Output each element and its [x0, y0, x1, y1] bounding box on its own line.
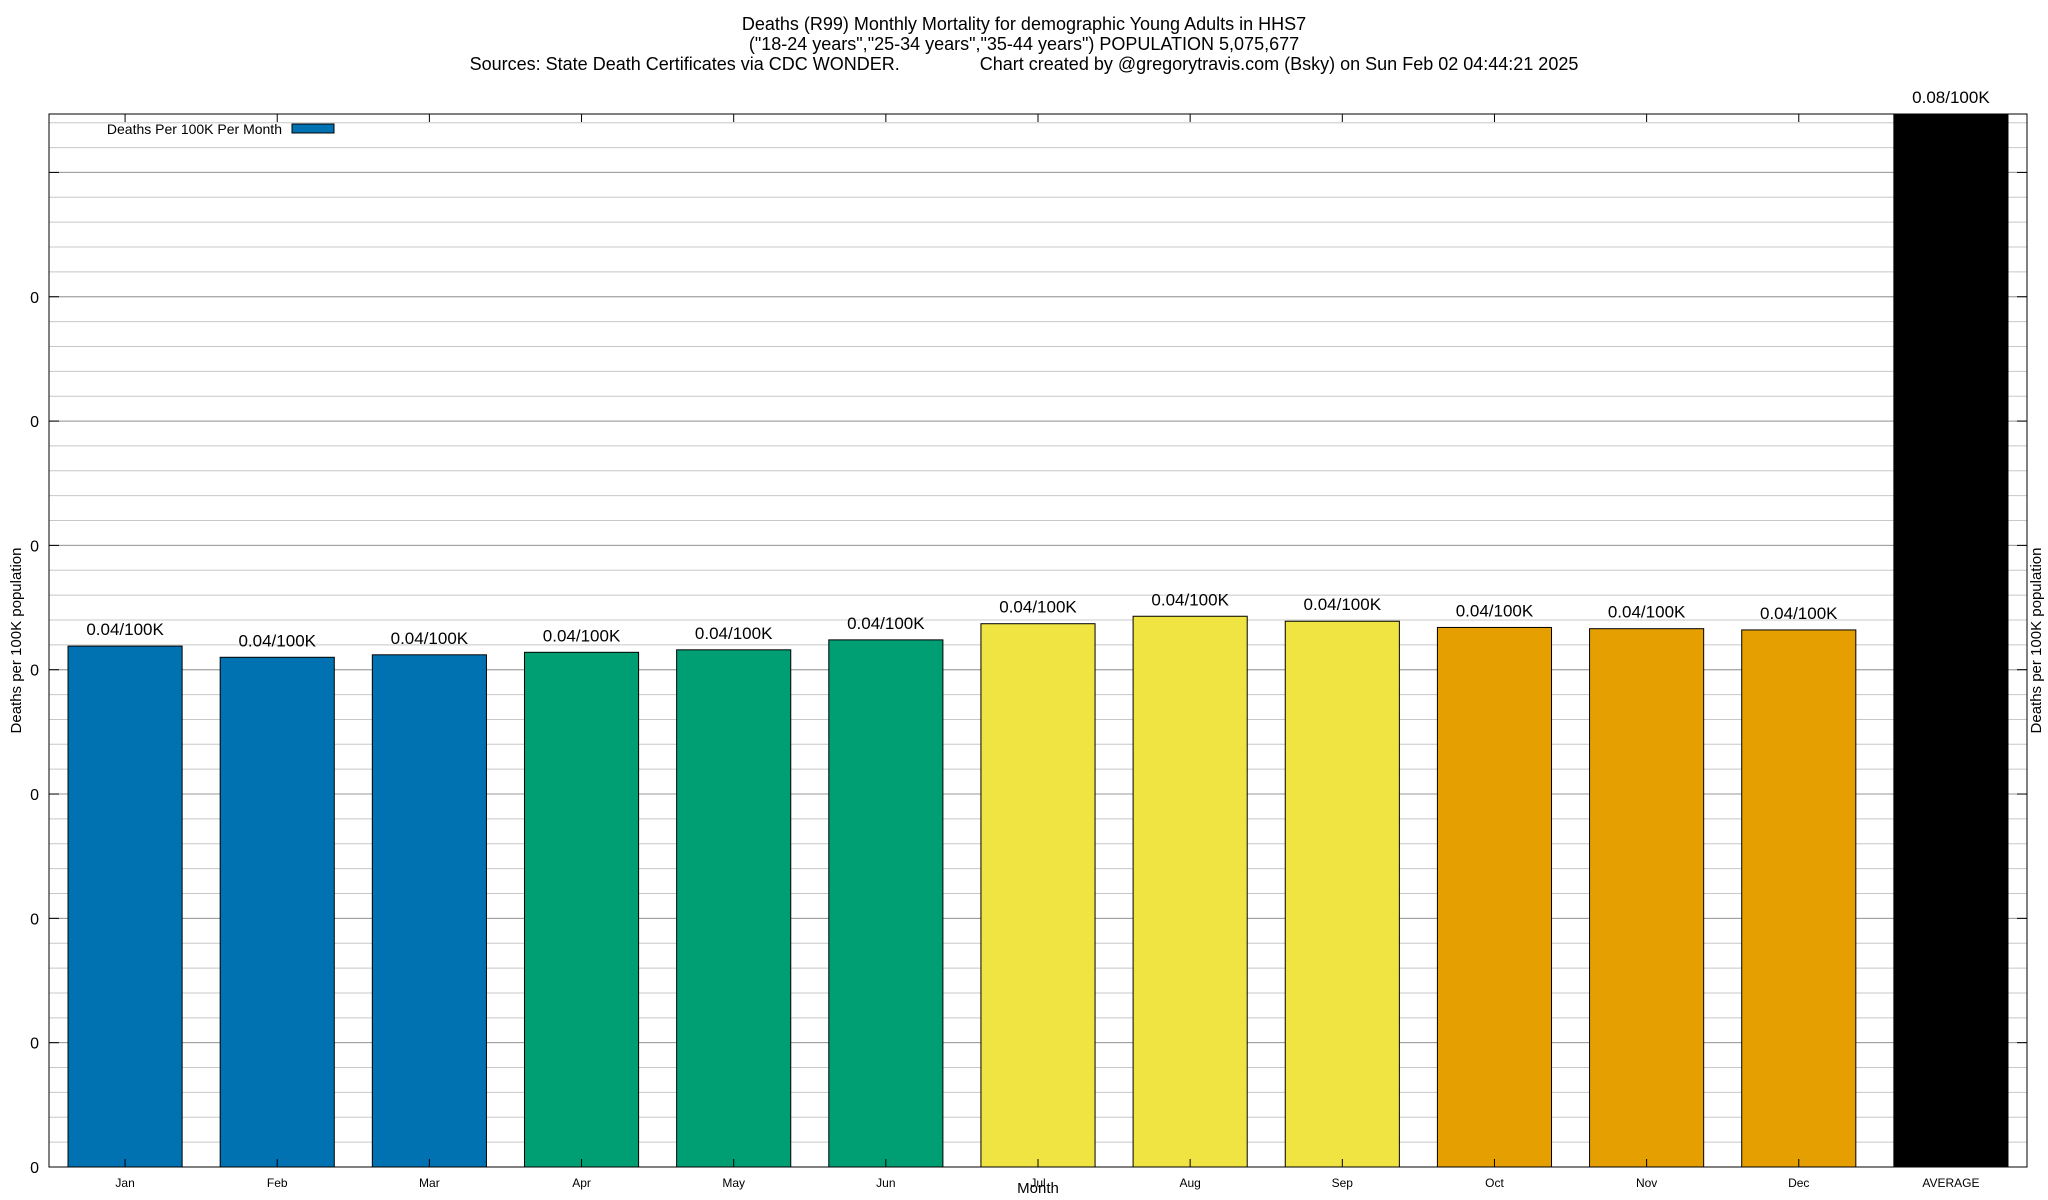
x-tick-label: Sep — [1332, 1176, 1354, 1190]
data-labels: 0.04/100K 0.04/100K 0.04/100K 0.04/100K 0.04… — [86, 88, 1990, 650]
bar-dec — [1741, 629, 1857, 1168]
bar-oct — [1436, 626, 1553, 1168]
y-tick-label: 0 — [30, 1036, 39, 1053]
data-label: 0.04/100K — [999, 598, 1077, 617]
data-label: 0.04/100K — [391, 629, 469, 648]
data-label: 0.04/100K — [86, 620, 164, 639]
x-tick-label: Jun — [876, 1176, 895, 1190]
data-label: 0.04/100K — [1760, 604, 1838, 623]
x-axis-label: Month — [1017, 1180, 1059, 1197]
x-tick-label: Feb — [267, 1176, 288, 1190]
bar-mar — [371, 654, 487, 1168]
legend-label: Deaths Per 100K Per Month — [107, 121, 282, 137]
data-label: 0.04/100K — [1608, 603, 1686, 622]
data-label: 0.04/100K — [238, 631, 316, 650]
bar-nov — [1589, 628, 1705, 1168]
data-label: 0.04/100K — [543, 626, 621, 645]
x-tick-label: Aug — [1179, 1176, 1200, 1190]
data-label: 0.04/100K — [1151, 590, 1229, 609]
x-tick-label: Oct — [1485, 1176, 1504, 1190]
x-tick-label: Mar — [419, 1176, 440, 1190]
bar-jun — [828, 639, 944, 1168]
data-label: 0.04/100K — [847, 614, 925, 633]
bar-may — [676, 649, 792, 1168]
y-tick-label: 0 — [30, 538, 39, 555]
x-tick-label: Jan — [115, 1176, 134, 1190]
bar-average — [1893, 113, 2009, 1168]
x-tick-label: Dec — [1788, 1176, 1809, 1190]
y-tick-label: 0 — [30, 787, 39, 804]
legend: Deaths Per 100K Per Month — [107, 121, 335, 137]
x-tick-label: May — [722, 1176, 745, 1190]
legend-swatch — [291, 123, 335, 134]
y-tick-label: 0 — [30, 911, 39, 928]
y-axis-label: Deaths per 100K population — [8, 548, 25, 734]
y-tick-label: 0 — [30, 290, 39, 307]
data-label: 0.04/100K — [1304, 595, 1382, 614]
chart-title-block: Deaths (R99) Monthly Mortality for demog… — [0, 14, 2048, 74]
y-tick-label: 0 — [30, 663, 39, 680]
axes: 0 0 0 0 0 0 0 0 Jan Feb Mar Apr May Jun Jul Aug Sep Oct No… — [30, 114, 2027, 1190]
y-tick-label: 0 — [30, 1160, 39, 1177]
bar-sep — [1284, 620, 1400, 1168]
bar-jul — [980, 623, 1096, 1168]
y-axis-label-right: Deaths per 100K population — [2028, 548, 2045, 734]
chart-source-line: Sources: State Death Certificates via CD… — [469, 54, 1579, 74]
bar-jan — [67, 645, 183, 1168]
y-tick-label: 0 — [30, 414, 39, 431]
chart-subtitle: ("18-24 years","25-34 years","35-44 year… — [748, 34, 1300, 54]
x-tick-label: Nov — [1636, 1176, 1657, 1190]
chart-title: Deaths (R99) Monthly Mortality for demog… — [741, 14, 1307, 34]
bar-feb — [219, 656, 335, 1168]
data-label: 0.04/100K — [1456, 601, 1534, 620]
plot-frame — [48, 113, 2028, 1168]
data-label: 0.04/100K — [695, 624, 773, 643]
data-label: 0.08/100K — [1912, 88, 1990, 107]
x-tick-label: Apr — [572, 1176, 591, 1190]
x-tick-label: Jul — [1030, 1176, 1045, 1190]
bar-aug — [1132, 615, 1248, 1168]
bar-apr — [523, 651, 640, 1168]
x-tick-label: AVERAGE — [1922, 1176, 1979, 1190]
